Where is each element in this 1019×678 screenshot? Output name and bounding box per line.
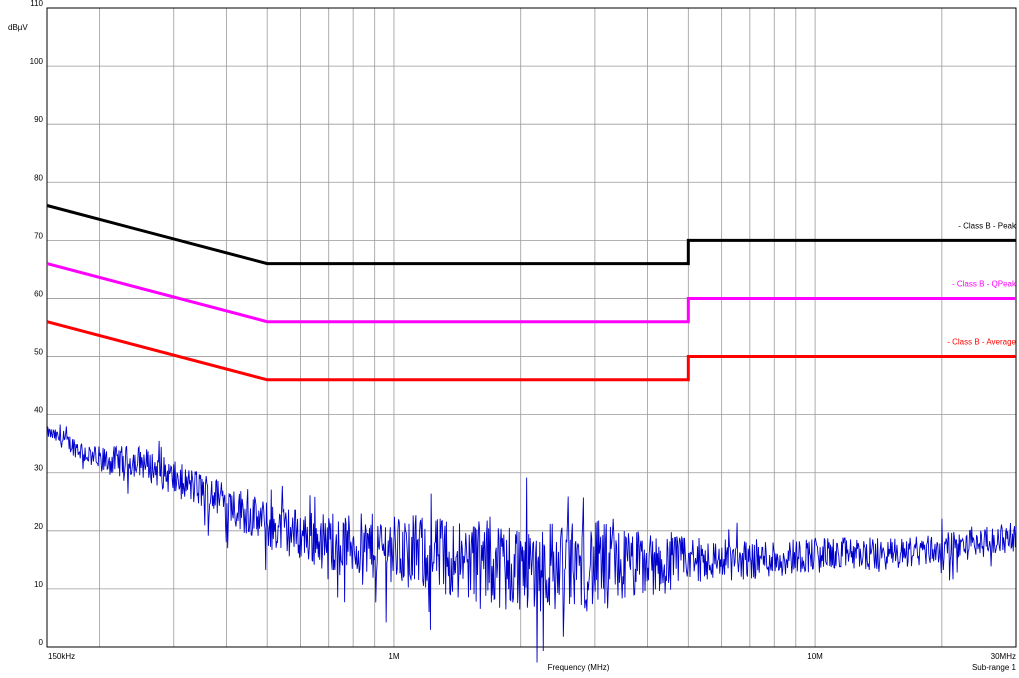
y-tick-label: 80 [34, 173, 43, 182]
limit-line-0 [46, 204, 1016, 266]
x-tick-label: 10M [807, 652, 823, 661]
y-tick-label: 70 [34, 231, 43, 240]
limit-lines [46, 204, 1016, 382]
x-tick-label: 30MHz [991, 652, 1016, 661]
y-tick-label: 20 [34, 522, 43, 531]
y-tick-label: 60 [34, 289, 43, 298]
plot-frame [46, 7, 1017, 648]
y-tick-label: 110 [30, 0, 43, 8]
y-tick-label: 30 [34, 464, 43, 473]
limit-line-label: - Class B - Peak [958, 221, 1017, 230]
y-axis-title: dBµV [8, 23, 28, 32]
limit-line-label: - Class B - Average [947, 338, 1016, 347]
y-tick-label: 10 [34, 580, 43, 589]
y-tick-label: 40 [34, 406, 43, 415]
y-tick-label: 90 [34, 115, 43, 124]
limit-line-2 [46, 320, 1016, 382]
limit-line-label: - Class B - QPeak [952, 279, 1017, 288]
y-tick-label: 0 [39, 638, 44, 647]
y-tick-label: 50 [34, 348, 43, 357]
axes [46, 7, 1017, 648]
x-tick-label: 1M [388, 652, 399, 661]
y-tick-label: 100 [30, 57, 44, 66]
measurement-series-line [46, 424, 1017, 663]
measurement-trace [46, 424, 1017, 663]
x-axis-title: Frequency (MHz) [548, 663, 610, 672]
limit-line-1 [46, 262, 1016, 324]
subrange-label: Sub-range 1 [972, 663, 1017, 672]
x-tick-label: 150kHz [48, 652, 75, 661]
labels: 0 10 20 30 40 50 60 70 80 90 100 110 150kHz 1M 10M 30MH… [8, 0, 1017, 672]
